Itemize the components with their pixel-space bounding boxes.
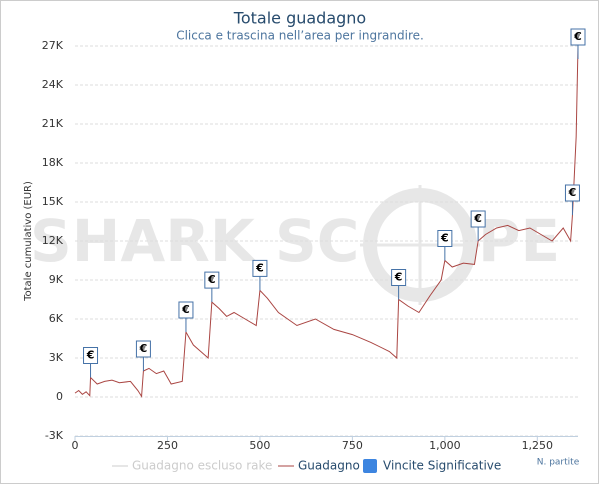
flag: € bbox=[470, 210, 486, 241]
flag-box bbox=[470, 210, 486, 228]
chart-title: Totale guadagno bbox=[233, 9, 366, 28]
flag: € bbox=[204, 271, 220, 303]
x-axis-title: N. partite bbox=[537, 458, 580, 468]
flag-label: € bbox=[573, 30, 582, 43]
flag-label: € bbox=[473, 212, 482, 225]
legend-symbol bbox=[363, 459, 377, 473]
y-tick-label: -3K bbox=[45, 429, 64, 442]
y-tick-label: 0 bbox=[56, 390, 63, 403]
flag: € bbox=[178, 301, 194, 332]
flag-box bbox=[437, 230, 453, 247]
y-tick-label: 9K bbox=[49, 273, 64, 286]
flag-box bbox=[391, 269, 407, 286]
flag-box bbox=[570, 28, 586, 46]
flag: € bbox=[252, 259, 268, 291]
legend-item[interactable]: Guadagno bbox=[278, 459, 360, 473]
y-tick-label: 6K bbox=[49, 312, 64, 325]
flag-label: € bbox=[394, 271, 403, 284]
y-tick-label: 12K bbox=[42, 234, 64, 247]
y-tick-label: 27K bbox=[42, 39, 64, 52]
watermark-ring bbox=[363, 188, 477, 302]
legend-label: Guadagno bbox=[298, 459, 360, 473]
flag-label: € bbox=[255, 261, 264, 274]
x-tick-label: 250 bbox=[157, 439, 178, 452]
flag-label: € bbox=[207, 273, 216, 286]
flag-label: € bbox=[86, 349, 95, 362]
flag-box bbox=[564, 184, 580, 202]
y-tick-label: 3K bbox=[49, 351, 64, 364]
flag-label: € bbox=[568, 186, 577, 199]
flag-box bbox=[204, 271, 220, 289]
flag: € bbox=[564, 184, 580, 215]
legend-item[interactable]: Guadagno escluso rake bbox=[112, 459, 272, 473]
y-tick-label: 15K bbox=[42, 195, 64, 208]
x-tick-label: 750 bbox=[342, 439, 363, 452]
flag: € bbox=[83, 347, 99, 378]
flag-label: € bbox=[139, 342, 148, 355]
flag-box bbox=[178, 301, 194, 319]
x-tick-label: 1,000 bbox=[429, 439, 461, 452]
x-tick-label: 0 bbox=[72, 439, 79, 452]
flag-label: € bbox=[440, 232, 449, 245]
line bbox=[74, 45, 579, 398]
flag-box bbox=[252, 259, 268, 277]
flag-box bbox=[135, 340, 151, 358]
y-axis-title: Totale cumulativo (EUR) bbox=[23, 181, 34, 302]
y-tick-label: 24K bbox=[42, 78, 64, 91]
flag: € bbox=[391, 269, 407, 300]
x-tick-label: 500 bbox=[249, 439, 270, 452]
y-tick-label: 21K bbox=[42, 117, 64, 130]
flag-box bbox=[83, 347, 99, 364]
x-tick-label: 1,250 bbox=[522, 439, 554, 452]
chart-subtitle: Clicca e trascina nell’area per ingrandi… bbox=[176, 29, 424, 43]
flag: € bbox=[437, 230, 453, 261]
watermark-text: SHARK SC bbox=[30, 207, 359, 275]
flag-label: € bbox=[181, 303, 190, 316]
flag: € bbox=[570, 28, 586, 59]
flag: € bbox=[135, 340, 151, 371]
legend-label: Guadagno escluso rake bbox=[132, 459, 272, 473]
y-tick-label: 18K bbox=[42, 156, 64, 169]
legend-item[interactable]: Vincite Significative bbox=[363, 459, 501, 474]
legend-label: Vincite Significative bbox=[383, 459, 501, 473]
